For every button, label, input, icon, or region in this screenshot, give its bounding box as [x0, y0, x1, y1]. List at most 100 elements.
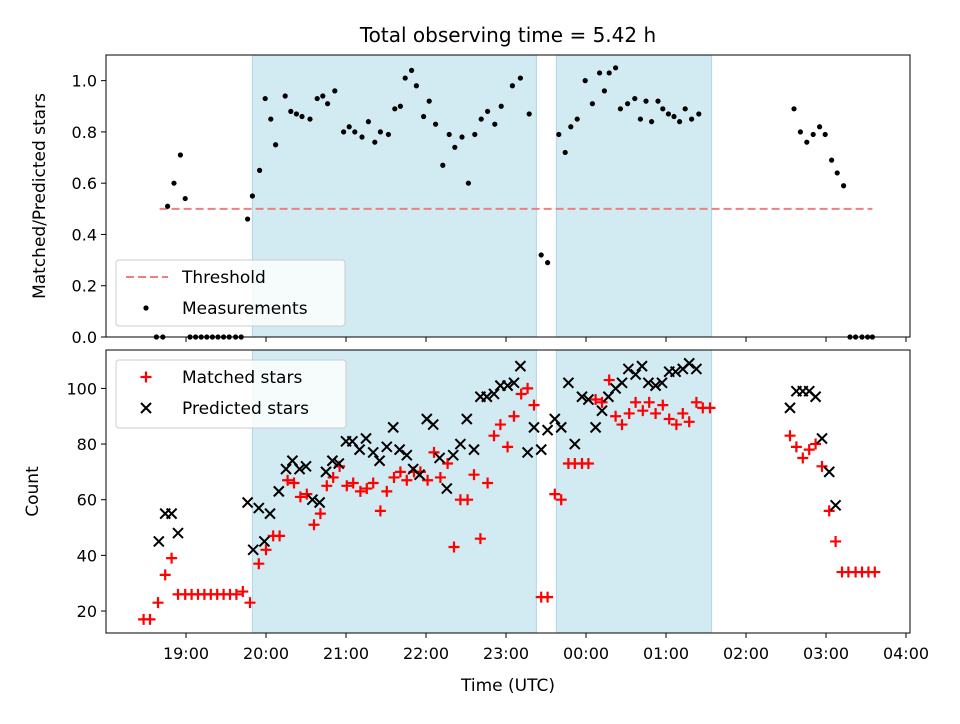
data-point: [829, 157, 835, 163]
data-point: [372, 139, 378, 145]
matched-point: [630, 396, 642, 408]
predicted-point: [367, 446, 379, 459]
data-point: [696, 111, 702, 117]
predicted-point: [514, 360, 527, 372]
matched-point: [784, 430, 796, 442]
data-point: [421, 113, 427, 120]
matched-point: [159, 569, 171, 581]
x-axis-label: Time (UTC): [460, 676, 555, 696]
data-point: [601, 88, 608, 94]
data-point: [791, 106, 797, 112]
predicted-point: [656, 377, 668, 389]
data-point: [817, 124, 823, 130]
matched-point: [144, 613, 156, 625]
data-point: [660, 106, 666, 112]
data-point: [433, 121, 439, 127]
data-point: [517, 75, 524, 81]
matched-point: [341, 480, 353, 492]
chart-title: Total observing time = 5.42 h: [359, 23, 656, 47]
x-tick-label: 01:00: [643, 644, 689, 663]
matched-point: [830, 535, 842, 547]
data-point: [810, 131, 816, 138]
predicted-point: [313, 496, 326, 509]
predicted-point: [468, 443, 480, 456]
matched-point: [244, 597, 256, 609]
data-point: [182, 195, 188, 202]
predicted-point: [441, 482, 453, 495]
predicted-point: [549, 413, 561, 425]
predicted-point: [555, 421, 567, 434]
x-tick-label: 23:00: [483, 644, 529, 663]
matched-point: [288, 477, 300, 489]
predicted-point: [481, 391, 493, 403]
predicted-point: [387, 421, 399, 434]
matched-point: [474, 533, 486, 545]
legend-label: Measurements: [182, 299, 308, 319]
data-point: [804, 139, 810, 145]
data-point: [472, 131, 478, 138]
data-point: [341, 129, 347, 135]
matched-point: [230, 588, 242, 600]
matched-point: [663, 413, 675, 425]
matched-point: [394, 466, 406, 478]
data-point: [574, 116, 580, 122]
matched-point: [321, 480, 333, 492]
data-point: [307, 116, 313, 122]
matched-point: [237, 586, 249, 598]
predicted-point: [508, 377, 520, 389]
matched-point: [253, 558, 265, 570]
data-point: [562, 149, 568, 156]
legend-label: Predicted stars: [182, 399, 309, 419]
data-point: [273, 142, 279, 148]
matched-point: [542, 591, 554, 603]
predicted-point: [501, 379, 514, 392]
predicted-point: [360, 432, 372, 445]
legend-marker: [140, 402, 152, 414]
data-point: [492, 121, 498, 127]
predicted-point: [829, 499, 842, 511]
data-point: [257, 167, 263, 173]
matched-point: [294, 491, 306, 503]
data-point: [359, 134, 365, 140]
data-point: [365, 119, 371, 125]
observing-window: [555, 349, 713, 634]
matched-point: [381, 485, 393, 497]
predicted-point: [461, 413, 473, 425]
predicted-point: [258, 535, 271, 548]
data-point: [459, 134, 465, 140]
data-point: [677, 119, 683, 125]
predicted-point: [247, 544, 259, 556]
legend-box: [115, 259, 346, 327]
matched-point: [657, 399, 669, 411]
y-tick-label: 60: [77, 491, 97, 510]
data-point: [245, 216, 251, 222]
predicted-point: [427, 418, 439, 431]
data-point: [262, 95, 268, 102]
predicted-point: [165, 507, 178, 520]
data-point: [377, 129, 383, 135]
predicted-point: [300, 460, 312, 473]
data-point: [498, 103, 504, 109]
matched-point: [166, 552, 178, 564]
y-tick-label: 0.0: [72, 328, 97, 347]
data-point: [320, 93, 326, 99]
data-point: [665, 111, 672, 117]
predicted-point: [809, 391, 822, 403]
legend-marker: [143, 305, 149, 311]
data-point: [655, 98, 661, 104]
predicted-point: [393, 443, 406, 456]
matched-point: [528, 399, 540, 411]
data-point: [545, 260, 551, 266]
predicted-point: [823, 466, 835, 478]
predicted-point: [636, 360, 648, 372]
data-point: [556, 131, 562, 138]
matched-point: [590, 394, 602, 406]
matched-point: [428, 446, 440, 458]
predicted-point: [535, 443, 547, 456]
data-point: [509, 83, 515, 89]
data-point: [478, 116, 484, 122]
matched-point: [555, 494, 567, 506]
data-point: [613, 65, 619, 71]
y-tick-label: 40: [77, 546, 97, 565]
predicted-point: [447, 449, 459, 461]
